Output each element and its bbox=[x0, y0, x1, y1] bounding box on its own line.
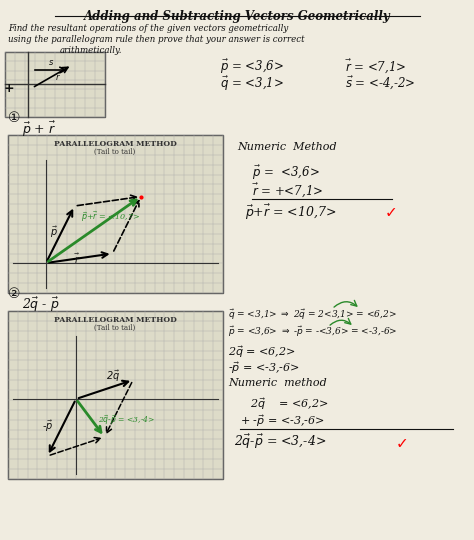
Text: $\vec{r}$ = +<7,1>: $\vec{r}$ = +<7,1> bbox=[252, 182, 323, 199]
Text: -$\vec{p}$: -$\vec{p}$ bbox=[42, 418, 53, 434]
Bar bbox=[8, 135, 223, 293]
Text: s: s bbox=[49, 58, 54, 67]
Text: Numeric  Method: Numeric Method bbox=[237, 142, 337, 152]
Text: $\vec{p}$ = <3,6>: $\vec{p}$ = <3,6> bbox=[220, 58, 284, 76]
Text: $\vec{r}$ = <7,1>: $\vec{r}$ = <7,1> bbox=[345, 58, 406, 76]
Text: +: + bbox=[4, 82, 15, 95]
Text: $\vec{q}$ = <3,1> $\Rightarrow$ 2$\vec{q}$ = 2<3,1> = <6,2>: $\vec{q}$ = <3,1> $\Rightarrow$ 2$\vec{q… bbox=[228, 308, 397, 322]
Text: 2$\vec{q}$: 2$\vec{q}$ bbox=[107, 369, 120, 384]
Text: 2$\vec{q}$ - $\vec{p}$: 2$\vec{q}$ - $\vec{p}$ bbox=[22, 296, 60, 314]
Text: ✓: ✓ bbox=[385, 205, 398, 220]
Bar bbox=[8, 311, 223, 479]
Text: arithmetically.: arithmetically. bbox=[60, 46, 122, 55]
Text: using the parallelogram rule then prove that your answer is correct: using the parallelogram rule then prove … bbox=[8, 35, 305, 44]
Text: Adding and Subtracting Vectors Geometrically: Adding and Subtracting Vectors Geometric… bbox=[83, 10, 391, 23]
Text: (Tail to tail): (Tail to tail) bbox=[94, 324, 136, 332]
Bar bbox=[5, 52, 105, 117]
Text: r: r bbox=[56, 73, 60, 82]
Text: 2$\vec{q}$-$\vec{p}$ = <3,-4>: 2$\vec{q}$-$\vec{p}$ = <3,-4> bbox=[234, 433, 326, 451]
Text: ①: ① bbox=[8, 111, 20, 125]
Text: -$\vec{p}$ = <-3,-6>: -$\vec{p}$ = <-3,-6> bbox=[228, 360, 300, 376]
Text: $\vec{p}$: $\vec{p}$ bbox=[50, 225, 58, 240]
Text: $\vec{p}$ =  <3,6>: $\vec{p}$ = <3,6> bbox=[252, 164, 319, 182]
Text: PARALLELOGRAM METHOD: PARALLELOGRAM METHOD bbox=[54, 316, 176, 324]
Text: ②: ② bbox=[8, 287, 20, 301]
Text: $\vec{p}$+$\vec{r}$ = <10,7>: $\vec{p}$+$\vec{r}$ = <10,7> bbox=[245, 203, 337, 222]
Text: (Tail to tail): (Tail to tail) bbox=[94, 148, 136, 156]
Text: Find the resultant operations of the given vectors geometrically: Find the resultant operations of the giv… bbox=[8, 24, 288, 33]
Text: $\vec{r}$: $\vec{r}$ bbox=[74, 252, 81, 266]
Text: $\vec{p}$ + $\vec{r}$: $\vec{p}$ + $\vec{r}$ bbox=[22, 120, 56, 139]
Text: $\vec{p}$+$\vec{r}$ = <10,7>: $\vec{p}$+$\vec{r}$ = <10,7> bbox=[82, 209, 141, 224]
Text: + -$\vec{p}$ = <-3,-6>: + -$\vec{p}$ = <-3,-6> bbox=[240, 413, 325, 429]
Text: $\vec{p}$ = <3,6> $\Rightarrow$ -$\vec{p}$ = -<3,6> = <-3,-6>: $\vec{p}$ = <3,6> $\Rightarrow$ -$\vec{p… bbox=[228, 325, 397, 339]
Text: ✓: ✓ bbox=[396, 436, 409, 451]
Text: $\vec{q}$ = <3,1>: $\vec{q}$ = <3,1> bbox=[220, 75, 284, 93]
Text: 2$\vec{q}$    = <6,2>: 2$\vec{q}$ = <6,2> bbox=[250, 396, 328, 411]
Text: Numeric  method: Numeric method bbox=[228, 378, 327, 388]
Text: $\vec{s}$ = <-4,-2>: $\vec{s}$ = <-4,-2> bbox=[345, 75, 416, 91]
Text: 2$\vec{q}$-$\vec{p}$ = <3,-4>: 2$\vec{q}$-$\vec{p}$ = <3,-4> bbox=[98, 413, 155, 427]
Text: 2$\vec{q}$ = <6,2>: 2$\vec{q}$ = <6,2> bbox=[228, 344, 296, 360]
Text: PARALLELOGRAM METHOD: PARALLELOGRAM METHOD bbox=[54, 140, 176, 148]
